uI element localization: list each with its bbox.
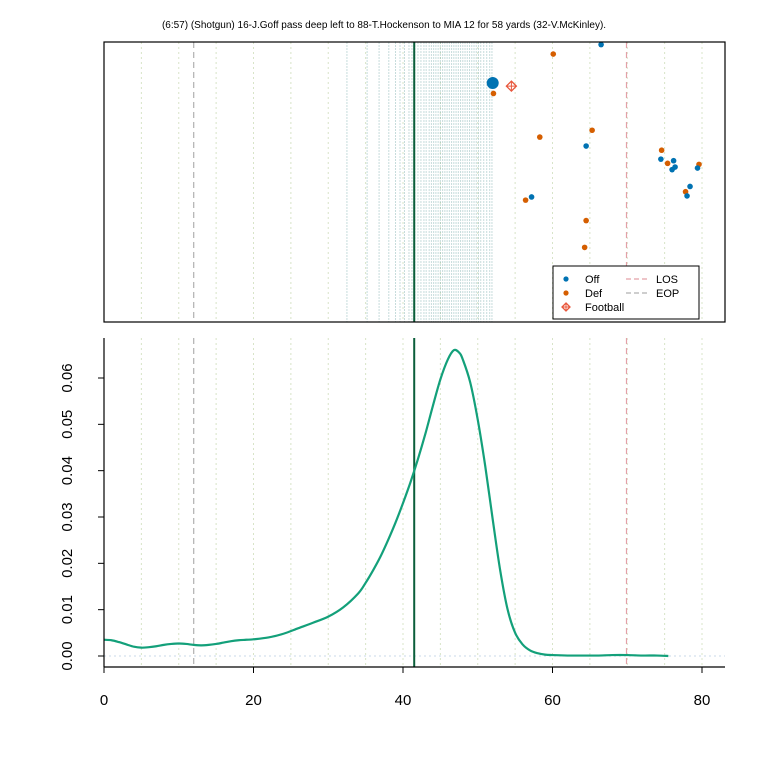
defense-point [522,197,529,203]
legend-eop-label: EOP [656,288,679,300]
y-tick-label: 0.05 [59,410,76,439]
legend-los-label: LOS [656,274,678,286]
y-tick-label: 0.03 [59,502,76,531]
football-marker [505,80,518,93]
bottom-axes [103,338,725,668]
y-tick-label: 0.06 [59,363,76,392]
x-tick-label: 0 [100,692,108,709]
offense-point [583,143,589,149]
defense-point [581,244,588,251]
x-tick-label: 60 [544,692,561,709]
defense-point [589,127,595,134]
density-curve [103,348,669,658]
y-tick-label: 0.02 [59,549,76,578]
x-tick-label: 80 [694,692,711,709]
legend-off-symbol [563,276,569,282]
offense-point [694,165,701,171]
chart-title: (6:57) (Shotgun) 16-J.Goff pass deep lef… [161,20,607,31]
player-points [486,41,702,251]
offense-point [528,194,535,200]
legend-football-symbol [561,302,571,312]
x-tick-label: 20 [245,692,262,709]
bottom-yard-lines [140,338,703,667]
offense-point [672,164,678,170]
legend-def-label: Def [585,288,603,300]
y-tick-label: 0.01 [59,595,76,624]
bottom-reference-lines [193,338,628,667]
y-axis-ticks: 0.00 0.01 0.02 0.03 0.04 0.05 0.06 [59,363,104,671]
offense-point [687,183,693,190]
legend-football-label: Football [585,302,624,314]
legend-def-symbol [563,290,569,296]
legend: Off Def Football LOS EOP [552,265,700,320]
defense-point [550,51,557,57]
defense-point [490,90,497,97]
top-time-lines [346,42,493,322]
y-tick-label: 0.00 [59,641,76,670]
offense-point [658,156,664,162]
bottom-density-panel: 0 20 40 60 80 0.00 0.01 0.02 0.03 0.04 0.05 0.06 [59,338,725,709]
ball-carrier-point [486,76,499,89]
x-tick-label: 40 [395,692,412,709]
defense-point [682,188,689,195]
offense-point [670,157,677,164]
y-tick-label: 0.04 [59,456,76,485]
legend-off-label: Off [585,274,600,286]
top-field-panel: Off Def Football LOS EOP [103,41,726,323]
top-yard-lines [140,42,703,322]
x-axis-ticks: 0 20 40 60 80 [100,667,711,709]
top-panel-frame [103,41,726,323]
offense-point [598,41,604,48]
defense-point [583,217,589,224]
defense-point [658,147,665,154]
offense-point [684,193,690,199]
defense-point [664,160,671,167]
defense-point [536,134,543,140]
